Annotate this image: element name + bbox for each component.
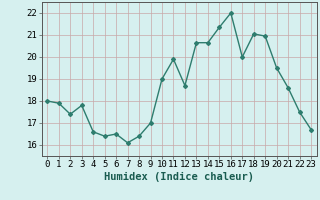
X-axis label: Humidex (Indice chaleur): Humidex (Indice chaleur) (104, 172, 254, 182)
